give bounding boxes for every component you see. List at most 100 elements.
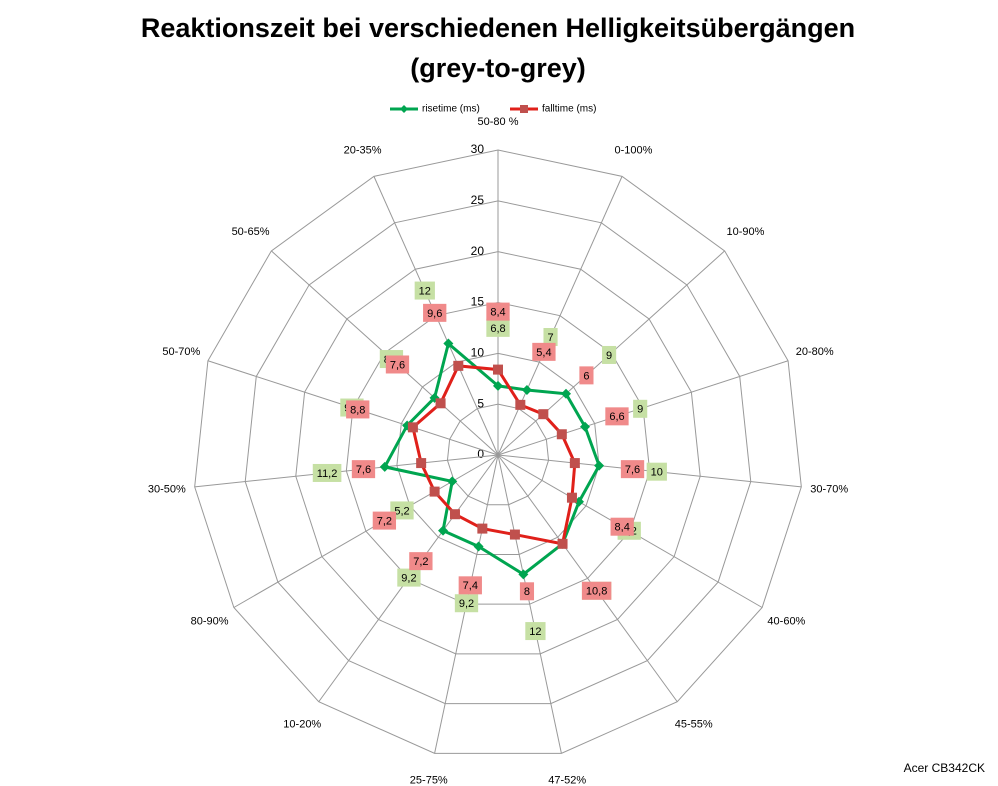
value-label: 9 [633,399,648,418]
value-label-text: 11,2 [317,468,338,480]
value-label: 6,8 [486,318,510,337]
value-label-box [646,462,667,481]
marker [569,458,580,469]
value-label-box [385,355,410,374]
value-label: 7,6 [351,460,376,479]
marker [429,486,440,497]
value-label-text: 7,6 [625,464,640,476]
marker [493,380,503,391]
value-label-box [602,345,617,364]
value-label-text: 8,4 [615,522,630,534]
value-label-text: 6,8 [490,323,505,335]
category-label: 30-50% [148,484,186,496]
value-label: 11,2 [312,463,342,482]
category-label: 30-70% [810,484,848,496]
series-line [382,340,601,577]
value-label: 6 [579,366,594,385]
value-label-text: 7,6 [390,359,405,371]
value-label: 7,2 [409,552,433,571]
r-tick-label: 25 [471,193,485,207]
value-label-text: 12 [529,626,541,638]
r-tick-label: 5 [477,396,484,410]
marker [379,461,390,472]
value-label-text: 8,8 [350,404,365,416]
category-label: 45-55% [675,718,713,730]
value-label-box [610,517,634,536]
value-label-box [543,328,558,347]
marker [580,421,591,432]
value-label-text: 9,6 [427,308,442,320]
value-label-box [372,511,397,530]
value-label: 7,6 [620,460,645,479]
marker [477,523,488,534]
value-label-box [486,302,510,321]
value-label-text: 7 [547,332,553,344]
r-tick-label: 20 [471,244,485,258]
value-label: 9,6 [423,303,447,322]
legend-marker [520,105,528,113]
value-label-text: 6 [583,370,589,382]
marker [416,458,427,469]
category-label: 80-90% [191,615,229,627]
r-tick-label: 30 [471,142,485,156]
legend-label: risetime (ms) [422,104,480,115]
value-label: 12 [525,622,546,641]
value-label-text: 10 [651,467,663,479]
value-label-text: 7,2 [377,516,392,528]
spoke [497,454,678,703]
grid-ring [244,200,752,705]
value-label-box [454,594,479,613]
marker [438,525,449,536]
marker [557,538,568,549]
marker [435,398,446,409]
value-label-box [409,552,433,571]
value-label-text: 9 [606,350,612,362]
value-label: 8,8 [346,400,370,419]
spoke [194,454,499,488]
marker [566,492,577,503]
value-label-box [532,342,556,361]
category-label: 20-35% [344,145,382,157]
marker [518,569,529,580]
marker [538,409,549,420]
marker [493,364,503,375]
grid-ring [396,352,600,555]
category-label: 47-52% [548,775,586,786]
legend-label: falltime (ms) [542,104,596,115]
value-label: 9,2 [454,594,479,613]
value-label-box [351,460,376,479]
value-label-box [525,622,546,641]
spoke [497,176,623,456]
value-label-box [486,318,510,337]
value-label: 8,4 [486,302,510,321]
chart-title: Reaktionszeit bei verschiedenen Helligke… [141,13,855,43]
marker [473,541,484,552]
value-label: 7,6 [385,355,410,374]
r-tick-label: 10 [471,346,485,360]
value-label: 8 [519,582,535,601]
value-label: 12 [414,281,435,300]
value-label-box [346,400,370,419]
grid-ring [295,251,701,655]
value-label-box [458,576,482,595]
value-label: 5,4 [532,342,556,361]
marker [556,429,567,440]
category-label: 10-20% [283,718,321,730]
annotation: Acer CB342CK [904,761,985,775]
marker [515,399,526,410]
value-label-box [519,582,535,601]
category-label: 0-100% [614,145,652,157]
category-label: 50-80 % [478,116,519,128]
value-label-text: 8,4 [490,307,505,319]
category-label: 25-75% [410,775,448,786]
legend-marker [400,105,408,113]
category-label: 20-80% [796,346,834,358]
value-label-box [620,460,645,479]
value-label: 5,2 [390,501,414,520]
value-label-text: 10,8 [586,586,607,598]
value-label: 9,2 [397,568,421,587]
value-label-text: 5,2 [394,505,409,517]
marker [449,509,460,520]
value-label-box [633,399,648,418]
